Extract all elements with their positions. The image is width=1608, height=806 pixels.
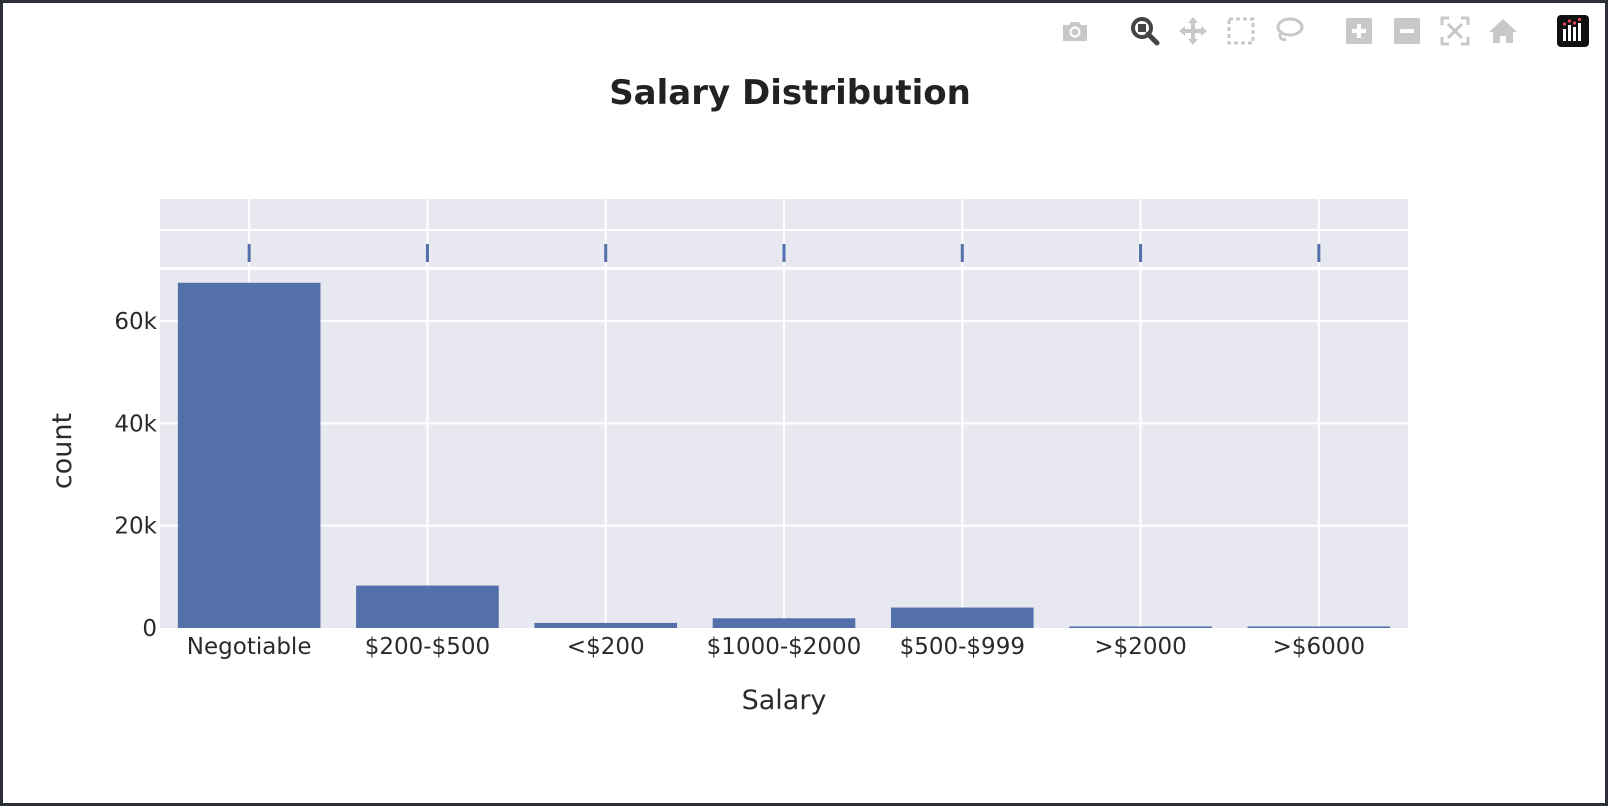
- y-tick-label: 40k: [114, 411, 157, 437]
- x-tick-label: $200-$500: [365, 634, 490, 660]
- bar-$1000-$2000[interactable]: [712, 618, 856, 628]
- y-axis-title: count: [47, 413, 78, 489]
- rug-marks: [247, 244, 1321, 262]
- x-tick-label: >$2000: [1094, 634, 1186, 660]
- bar->$2000[interactable]: [1069, 626, 1212, 628]
- x-tick-label: <$200: [567, 634, 645, 660]
- chart-title: Salary Distribution: [609, 73, 971, 113]
- bar-$200-$500[interactable]: [356, 585, 499, 628]
- zoom-out-icon[interactable]: [1387, 13, 1427, 49]
- y-tick-label: 60k: [114, 309, 157, 335]
- y-tick-label: 20k: [114, 514, 157, 540]
- bar-chart[interactable]: 0 20k 40k 60k Negotiable $200-$500 <$200 $1000…: [3, 3, 1605, 803]
- zoom-icon[interactable]: [1125, 13, 1165, 49]
- autoscale-icon[interactable]: [1435, 13, 1475, 49]
- bar-Negotiable[interactable]: [177, 282, 321, 628]
- box-select-icon[interactable]: [1221, 13, 1261, 49]
- pan-icon[interactable]: [1173, 13, 1213, 49]
- x-tick-label: $1000-$2000: [707, 634, 862, 660]
- y-tick-labels: 0 20k 40k 60k: [114, 309, 157, 642]
- zoom-in-icon[interactable]: [1339, 13, 1379, 49]
- x-tick-label: $500-$999: [900, 634, 1025, 660]
- plotly-logo-icon[interactable]: [1553, 13, 1593, 49]
- lasso-select-icon[interactable]: [1269, 13, 1309, 49]
- modebar: [1055, 13, 1593, 49]
- camera-icon[interactable]: [1055, 13, 1095, 49]
- bar-<$200[interactable]: [534, 622, 678, 628]
- y-tick-label: 0: [142, 616, 157, 642]
- x-tick-label: >$6000: [1273, 634, 1365, 660]
- bar-$500-$999[interactable]: [890, 607, 1034, 628]
- x-tick-labels: Negotiable $200-$500 <$200 $1000-$2000 $500-…: [187, 634, 1365, 660]
- bars[interactable]: [177, 282, 1391, 628]
- bar->$6000[interactable]: [1247, 626, 1391, 628]
- x-axis-title: Salary: [742, 685, 827, 716]
- reset-axes-icon[interactable]: [1483, 13, 1523, 49]
- x-tick-label: Negotiable: [187, 634, 312, 660]
